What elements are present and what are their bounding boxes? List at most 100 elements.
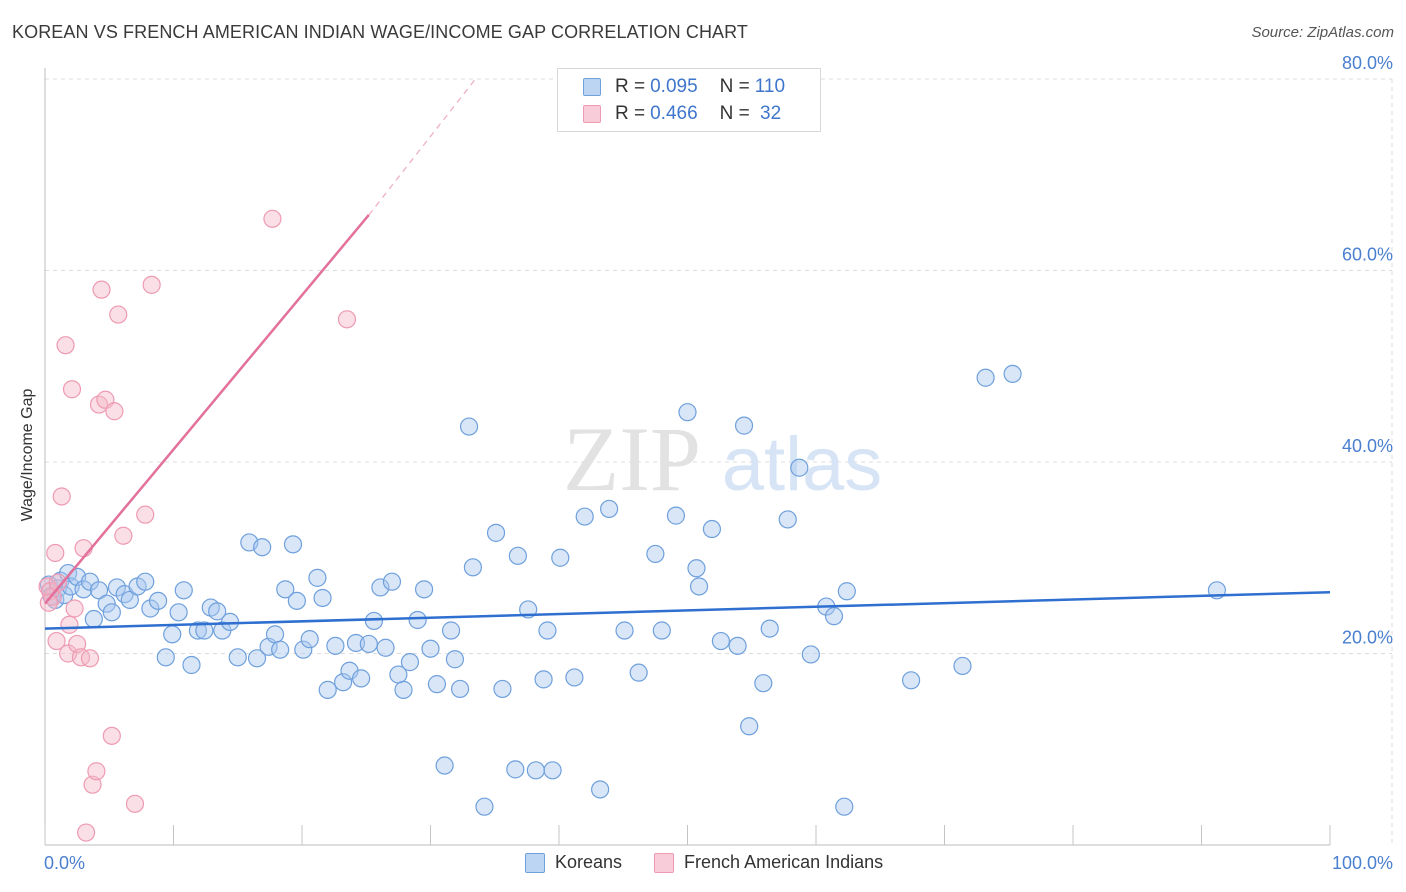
- korean-point: [346, 633, 366, 653]
- korean-point: [136, 572, 155, 591]
- korean-point: [247, 649, 267, 668]
- french-american-indian-point: [87, 762, 106, 781]
- korean-point: [283, 535, 303, 554]
- korean-point: [538, 621, 557, 640]
- korean-point: [711, 631, 731, 651]
- korean-point: [534, 670, 553, 689]
- french-american-indian-point: [52, 487, 71, 506]
- korean-point: [445, 650, 465, 669]
- korean-point: [702, 519, 722, 539]
- korean-point: [195, 621, 214, 640]
- legend-n-label: N =: [719, 103, 750, 124]
- french-american-indian-point: [136, 505, 155, 524]
- french-american-indian-point: [109, 305, 128, 324]
- series-legend-koreans: Koreans: [525, 852, 622, 873]
- legend-n-label: N =: [719, 76, 750, 97]
- korean-point: [575, 507, 594, 526]
- series-legend-french-american-indians: French American Indians: [654, 852, 883, 873]
- watermark-atlas: atlas: [722, 422, 883, 507]
- korean-point: [120, 590, 139, 609]
- korean-point: [308, 568, 327, 587]
- koreans-points: [39, 364, 1227, 816]
- series-label-koreans: Koreans: [555, 852, 623, 872]
- korean-point: [629, 663, 648, 682]
- korean-point: [740, 717, 759, 736]
- french-american-indian-point: [337, 310, 357, 329]
- legend-row-koreans: R = 0.095 N = 110: [583, 75, 785, 99]
- french-american-indian-point: [39, 593, 58, 612]
- korean-point: [400, 653, 420, 672]
- korean-point: [689, 577, 709, 596]
- french-american-indian-point: [92, 280, 111, 299]
- korean-point: [543, 761, 562, 780]
- korean-point: [790, 458, 809, 477]
- french-american-indians-trend-extension: [368, 78, 476, 216]
- series-legend: Koreans French American Indians: [525, 852, 915, 873]
- korean-point: [364, 611, 384, 631]
- korean-point: [287, 591, 306, 610]
- french-american-indians-points: [38, 209, 357, 842]
- legend-r-value: 0.466: [650, 103, 698, 124]
- koreans-trend-line: [44, 590, 1331, 630]
- korean-point: [97, 594, 116, 613]
- korean-point: [493, 679, 512, 699]
- korean-point: [754, 674, 773, 693]
- legend-r-label: R =: [615, 76, 646, 97]
- korean-point: [371, 578, 390, 597]
- french-american-indian-point: [83, 775, 102, 794]
- korean-point: [294, 640, 313, 659]
- korean-point: [174, 581, 193, 600]
- korean-point: [901, 671, 921, 690]
- french-american-indian-point: [68, 634, 87, 654]
- korean-point: [615, 621, 634, 640]
- x-tick-label: 0.0%: [44, 853, 85, 873]
- korean-point: [551, 548, 570, 567]
- korean-point: [156, 648, 175, 667]
- french-american-indian-point: [263, 209, 282, 228]
- korean-point: [678, 403, 697, 422]
- korean-point: [760, 619, 779, 638]
- stats-legend: R = 0.095 N = 110 R = 0.466 N = 32: [557, 68, 821, 132]
- legend-swatch-french-american-indians: [583, 105, 601, 123]
- series-label-french-american-indians: French American Indians: [684, 852, 884, 872]
- korean-point: [837, 582, 856, 601]
- series-swatch-french-american-indians: [654, 852, 675, 873]
- y-tick-label: 40.0%: [1342, 436, 1393, 456]
- french-american-indian-point: [114, 526, 133, 545]
- korean-point: [666, 506, 686, 525]
- korean-point: [300, 630, 319, 649]
- legend-r-label: R =: [615, 103, 646, 124]
- french-american-indian-point: [48, 573, 67, 592]
- korean-point: [102, 603, 121, 622]
- korean-point: [734, 416, 754, 435]
- legend-n-value: 32: [754, 103, 782, 124]
- korean-point: [271, 640, 290, 659]
- korean-point: [976, 368, 995, 387]
- french-american-indian-point: [65, 599, 84, 618]
- korean-point: [408, 610, 427, 630]
- korean-point: [421, 639, 440, 658]
- korean-point: [163, 625, 182, 644]
- korean-point: [687, 559, 706, 578]
- korean-point: [276, 580, 295, 599]
- korean-point: [148, 591, 168, 610]
- y-tick-label: 80.0%: [1342, 53, 1393, 73]
- korean-point: [228, 648, 247, 667]
- french-american-indian-point: [125, 794, 145, 813]
- korean-point: [835, 797, 854, 816]
- legend-n-value: 110: [754, 76, 786, 97]
- korean-point: [953, 656, 972, 676]
- french-american-indian-point: [38, 577, 57, 596]
- axes: [44, 68, 1331, 846]
- french-american-indians-trend-line: [44, 214, 370, 605]
- korean-point: [824, 607, 844, 626]
- x-tick-label: 100.0%: [1332, 853, 1393, 873]
- tick-labels: 20.0% 40.0% 60.0% 80.0% 0.0% 100.0%: [44, 53, 1393, 873]
- legend-swatch-koreans: [583, 78, 601, 96]
- korean-point: [450, 679, 470, 699]
- korean-point: [591, 780, 610, 799]
- korean-point: [778, 510, 797, 529]
- korean-point: [334, 673, 353, 692]
- korean-point: [526, 761, 545, 780]
